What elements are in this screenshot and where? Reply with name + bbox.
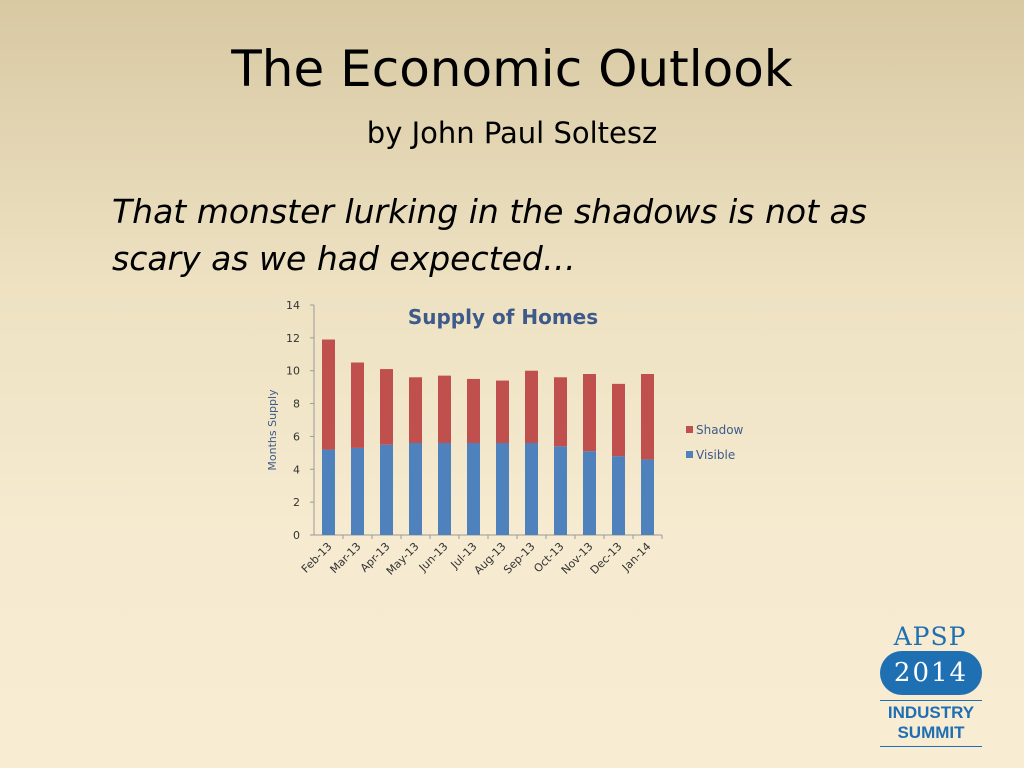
bar-visible-feb-13 (322, 449, 335, 535)
bar-visible-apr-13 (380, 444, 393, 535)
bar-shadow-jun-13 (438, 375, 451, 443)
y-tick-label: 8 (293, 398, 300, 411)
legend-label-shadow: Shadow (696, 423, 744, 437)
bar-shadow-aug-13 (496, 380, 509, 443)
chart-title: Supply of Homes (408, 305, 598, 329)
bar-shadow-jan-14 (641, 374, 654, 460)
y-tick-label: 0 (293, 529, 300, 542)
slide-title: The Economic Outlook (231, 40, 793, 98)
bar-visible-dec-13 (612, 456, 625, 535)
legend-swatch-visible (686, 451, 693, 458)
bar-shadow-apr-13 (380, 369, 393, 445)
x-tick-label: Jan-14 (619, 540, 654, 575)
y-tick-label: 6 (293, 430, 300, 443)
y-tick-label: 12 (286, 332, 300, 345)
bar-shadow-nov-13 (583, 374, 596, 452)
legend-swatch-shadow (686, 426, 693, 433)
logo-divider (880, 700, 982, 701)
x-tick-label: May-13 (384, 540, 422, 578)
y-tick-label: 14 (286, 299, 300, 312)
bar-visible-nov-13 (583, 451, 596, 535)
bar-visible-oct-13 (554, 446, 567, 535)
x-tick-label: Sep-13 (501, 540, 538, 577)
slide-quote: That monster lurking in the shadows is n… (112, 192, 867, 278)
x-tick-label: Feb-13 (299, 540, 335, 576)
bar-visible-mar-13 (351, 447, 364, 535)
bar-shadow-oct-13 (554, 377, 567, 447)
bar-visible-jun-13 (438, 443, 451, 535)
y-tick-label: 10 (286, 365, 300, 378)
bar-shadow-jul-13 (467, 378, 480, 443)
x-tick-label: Mar-13 (328, 540, 364, 576)
bar-visible-aug-13 (496, 443, 509, 535)
legend-label-visible: Visible (696, 448, 735, 462)
bar-shadow-feb-13 (322, 339, 335, 450)
bar-shadow-may-13 (409, 377, 422, 443)
y-tick-label: 2 (293, 496, 300, 509)
slide-subtitle: by John Paul Soltesz (366, 116, 658, 150)
y-tick-label: 4 (293, 463, 300, 476)
logo-line-industry: INDUSTRY (887, 703, 975, 722)
y-axis-label: Months Supply (266, 389, 279, 471)
logo-brand: APSP (893, 622, 967, 651)
bar-visible-jan-14 (641, 459, 654, 535)
x-tick-label: Aug-13 (472, 540, 509, 577)
bar-visible-jul-13 (467, 443, 480, 535)
bar-visible-sep-13 (525, 443, 538, 535)
logo-circles-icon (880, 651, 982, 695)
bar-visible-may-13 (409, 443, 422, 535)
logo-line-summit: SUMMIT (897, 723, 965, 742)
x-tick-label: Dec-13 (588, 540, 625, 577)
logo-year: 2014 (893, 658, 969, 688)
apsp-2014-logo: APSP 2014 INDUSTRY SUMMIT (874, 622, 988, 752)
logo-divider-bottom (880, 746, 982, 747)
x-tick-label: Jun-13 (416, 540, 451, 575)
bar-shadow-dec-13 (612, 383, 625, 457)
bar-shadow-sep-13 (525, 370, 538, 443)
bar-shadow-mar-13 (351, 362, 364, 448)
